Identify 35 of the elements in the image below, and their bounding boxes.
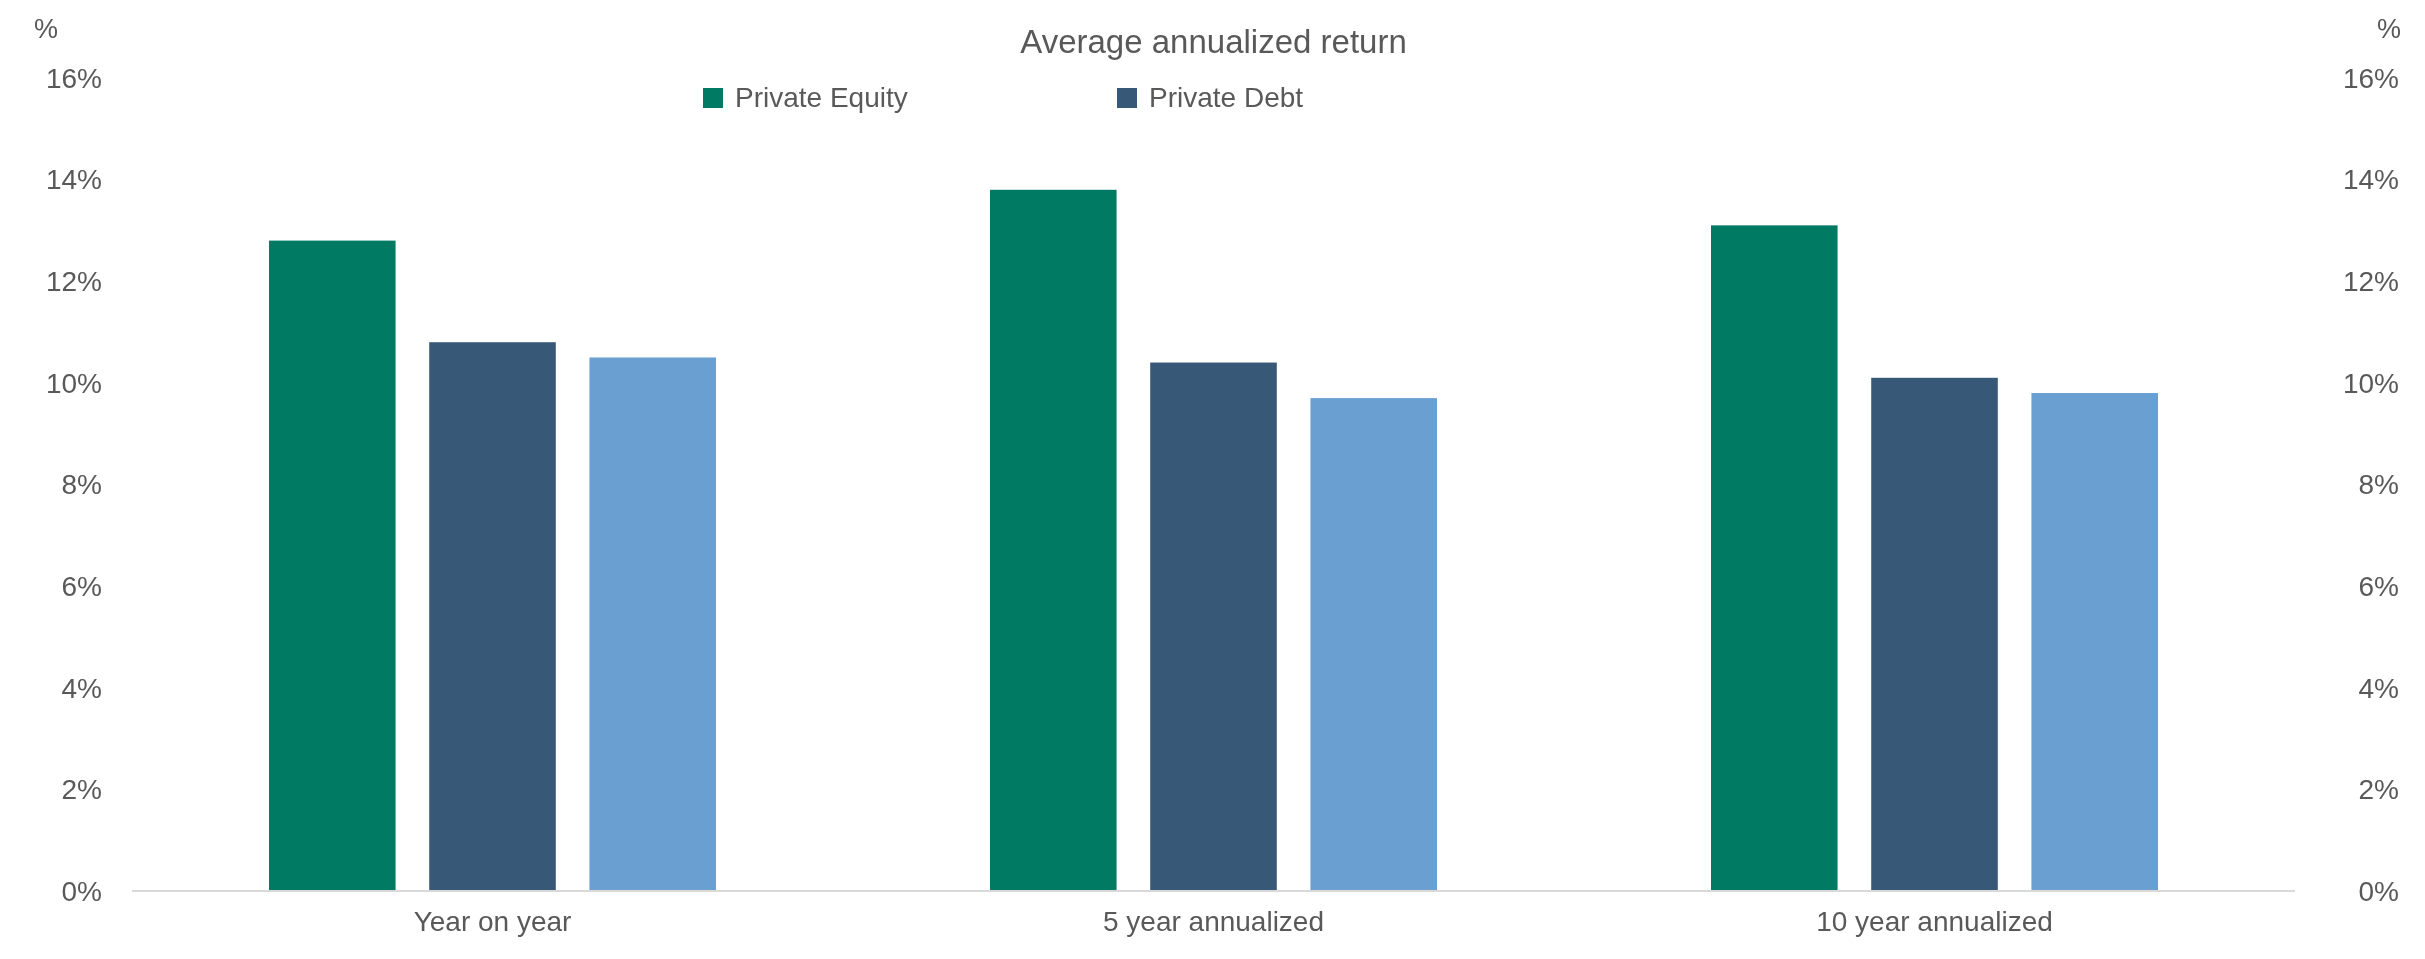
y2-tick-label: 12% [2342,266,2399,298]
x-tick-label: 10 year annualized [1816,906,2053,937]
bar [1871,377,1998,891]
bar [1710,225,1838,891]
y2-tick-label: 4% [2358,672,2399,704]
y2-tick-label: 2% [2358,774,2399,806]
y-tick-label: 2% [61,774,102,806]
y-tick-label: 6% [61,570,102,602]
y-tick-label: 14% [45,164,102,196]
bar [989,189,1117,891]
bar [2031,393,2159,891]
y-tick-label: 12% [45,266,102,298]
bar [589,357,717,891]
y-tick-label: 16% [45,62,102,94]
x-tick-label: Year on year [413,906,572,937]
y-tick-label: 8% [61,469,102,501]
y2-tick-label: 0% [2358,875,2399,907]
bar [429,342,556,891]
y-axis-title: % [34,14,59,44]
y2-tick-label: 14% [2342,164,2399,196]
y2-tick-label: 8% [2358,469,2399,501]
legend-label: Private Equity [735,82,908,113]
y2-tick-label: 10% [2342,367,2399,399]
y2-axis-title: % [2377,14,2402,44]
bar [1310,398,1438,891]
y2-tick-label: 6% [2358,570,2399,602]
bar [268,240,396,891]
y-tick-label: 4% [61,672,102,704]
x-tick-label: 5 year annualized [1102,906,1325,937]
y-tick-label: 0% [61,875,102,907]
y-tick-label: 10% [45,367,102,399]
bar [1150,362,1277,891]
chart-title: Average annualized return [1020,23,1407,60]
legend-label: Private Debt [1149,82,1304,113]
y2-tick-label: 16% [2342,62,2399,94]
